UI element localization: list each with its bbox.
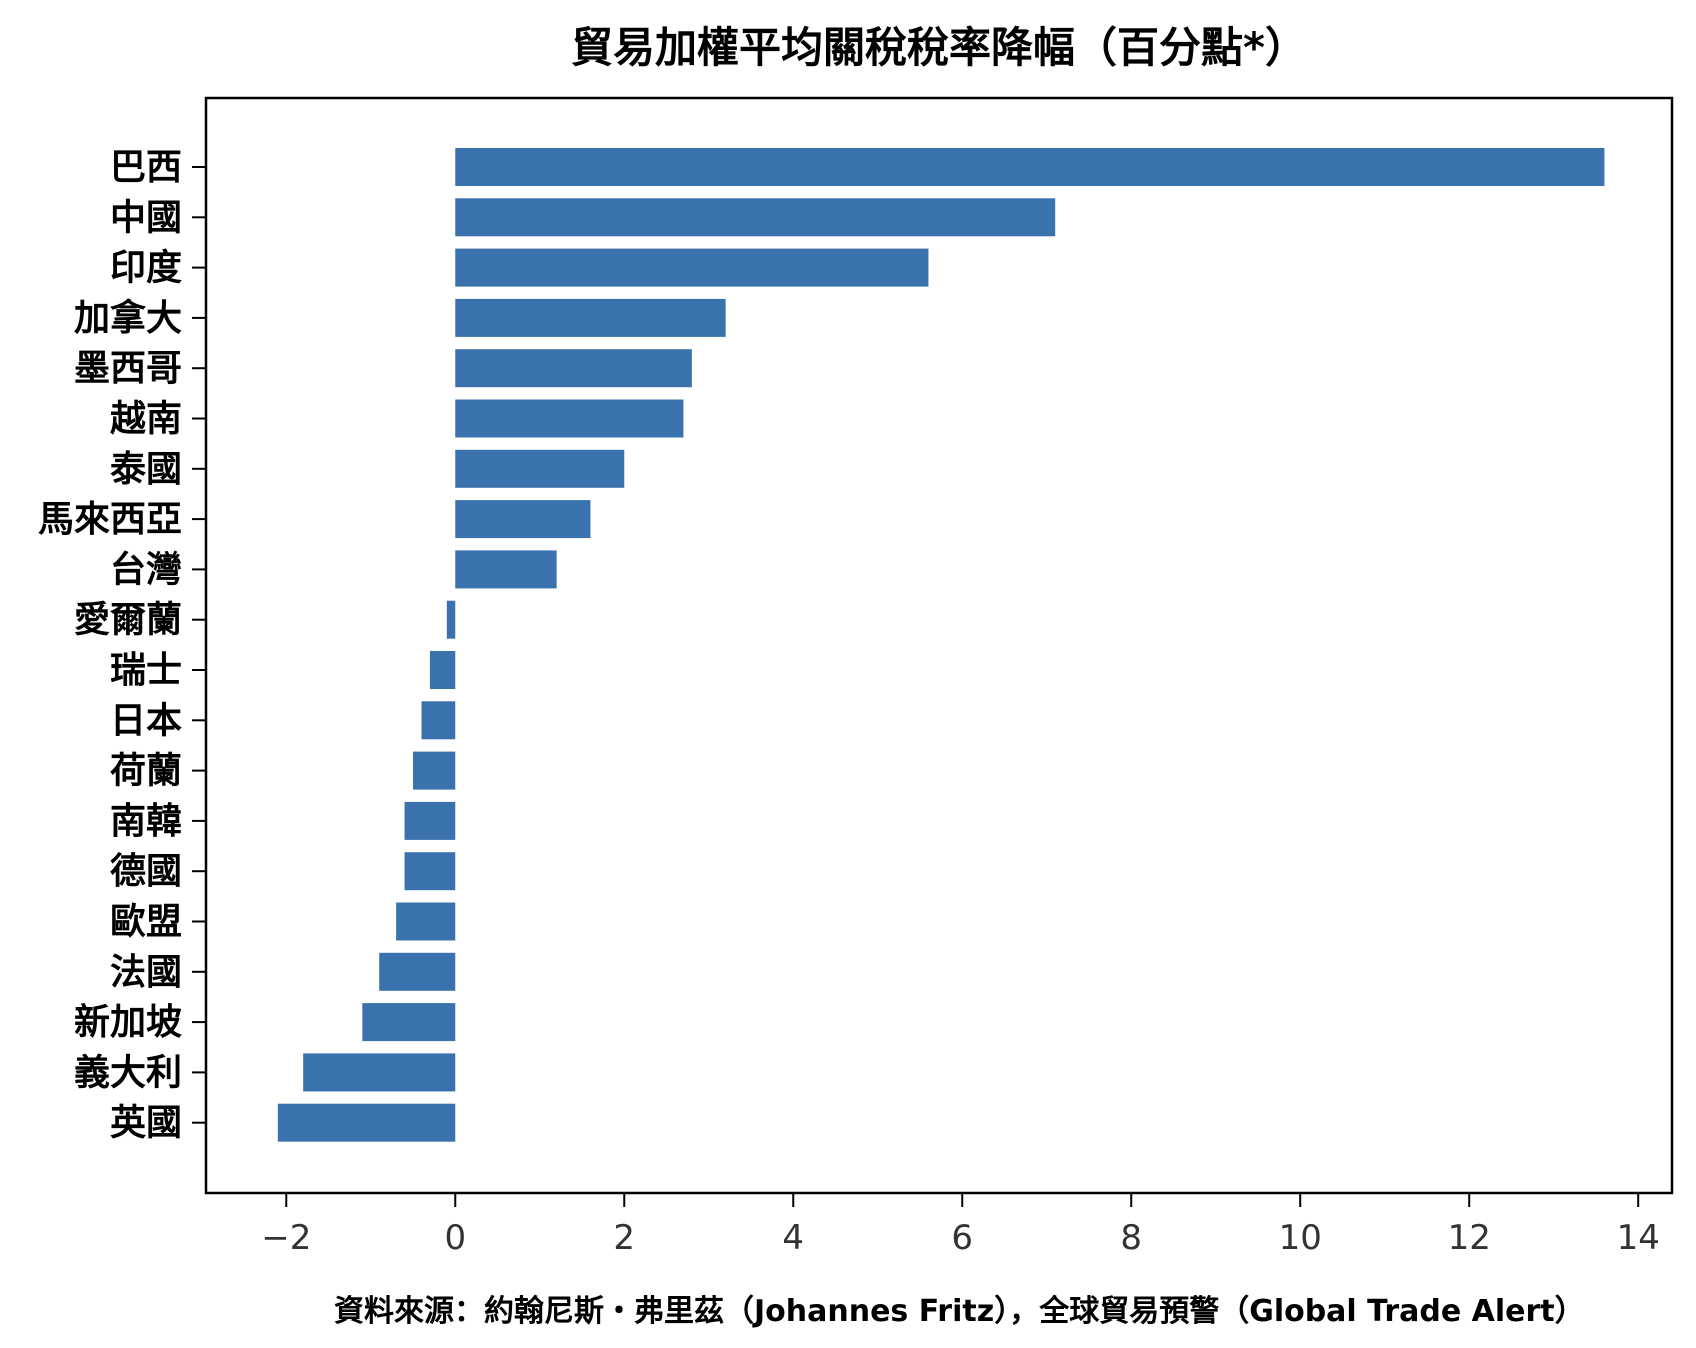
category-label: 荷蘭 bbox=[110, 751, 182, 792]
bar bbox=[455, 449, 625, 488]
bar bbox=[429, 651, 456, 689]
category-label: 德國 bbox=[110, 851, 182, 892]
bar bbox=[455, 198, 1056, 237]
category-label: 日本 bbox=[110, 700, 182, 741]
category-labels-group: 巴西中國印度加拿大墨西哥越南泰國馬來西亞台灣愛爾蘭瑞士日本荷蘭南韓德國歐盟法國新… bbox=[38, 147, 206, 1144]
bar bbox=[455, 248, 929, 287]
bar bbox=[455, 500, 591, 539]
category-label: 愛爾蘭 bbox=[74, 600, 182, 641]
x-tick-label: 14 bbox=[1617, 1218, 1660, 1258]
category-label: 泰國 bbox=[110, 449, 182, 490]
category-label: 南韓 bbox=[110, 801, 182, 842]
bar bbox=[413, 751, 456, 790]
x-tick-label: 4 bbox=[782, 1218, 804, 1258]
x-tick-label: 2 bbox=[613, 1218, 635, 1258]
x-tick-label: 0 bbox=[444, 1218, 466, 1258]
category-label: 歐盟 bbox=[110, 902, 182, 943]
bar bbox=[455, 349, 692, 388]
bar bbox=[455, 550, 557, 589]
x-tick-label: 12 bbox=[1448, 1218, 1491, 1258]
category-label: 巴西 bbox=[110, 147, 182, 188]
chart-title: 貿易加權平均關稅稅率降幅（百分點*） bbox=[571, 23, 1307, 72]
bar bbox=[277, 1103, 456, 1142]
category-label: 法國 bbox=[110, 952, 182, 993]
bar bbox=[362, 1003, 456, 1042]
category-label: 中國 bbox=[110, 197, 182, 238]
category-label: 加拿大 bbox=[74, 297, 182, 339]
bar bbox=[455, 148, 1605, 186]
bar bbox=[421, 701, 456, 740]
category-label: 越南 bbox=[110, 399, 182, 440]
bar bbox=[404, 801, 456, 840]
category-label: 馬來西亞 bbox=[38, 499, 182, 540]
x-tick-label: −2 bbox=[261, 1218, 311, 1258]
category-label: 瑞士 bbox=[110, 650, 182, 691]
x-tick-label: 8 bbox=[1120, 1218, 1142, 1258]
bar bbox=[404, 852, 456, 891]
bar bbox=[455, 298, 726, 337]
bar bbox=[379, 952, 456, 991]
category-label: 台灣 bbox=[110, 549, 182, 590]
category-label: 義大利 bbox=[74, 1052, 182, 1093]
bar bbox=[446, 600, 456, 639]
x-tick-label: 10 bbox=[1279, 1218, 1322, 1258]
plot-frame bbox=[204, 96, 1674, 1195]
bars-group bbox=[277, 148, 1605, 1142]
bar bbox=[303, 1053, 456, 1092]
x-ticks-group: −2 0 2 4 6 8 10 12 14 bbox=[261, 1193, 1660, 1258]
x-tick-label: 6 bbox=[951, 1218, 973, 1258]
category-label: 墨西哥 bbox=[74, 348, 182, 389]
bar bbox=[455, 399, 684, 438]
category-label: 英國 bbox=[110, 1103, 182, 1144]
bar bbox=[396, 902, 456, 941]
category-label: 新加坡 bbox=[74, 1002, 182, 1043]
source-note: 資料來源：約翰尼斯・弗里茲（Johannes Fritz），全球貿易預警（Glo… bbox=[334, 1294, 1585, 1329]
category-label: 印度 bbox=[110, 248, 182, 289]
